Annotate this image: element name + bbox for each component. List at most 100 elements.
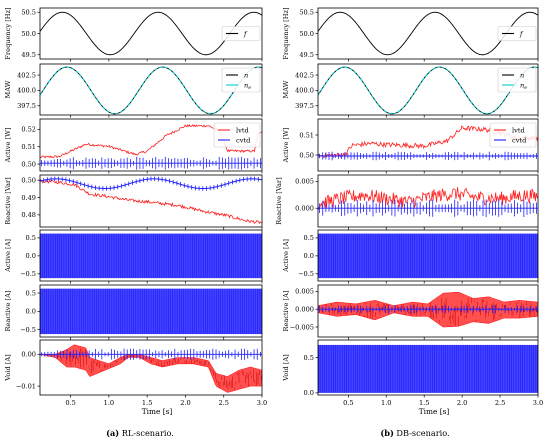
panel-a-active-w: 0.52 0.51 0.50 Active [W] lvtd cvtd bbox=[4, 118, 263, 174]
series-n_e-line bbox=[318, 66, 538, 115]
y-tick-label: 397.5 bbox=[17, 102, 36, 110]
y-tick-label: 0.0 bbox=[304, 389, 315, 397]
x-tick-label: 1.0 bbox=[381, 399, 392, 407]
caption-right-text: DB-scenario. bbox=[394, 428, 450, 438]
x-tick-label: 3.0 bbox=[533, 399, 544, 407]
x-tick-label: 2.5 bbox=[218, 399, 229, 407]
y-tick-label: 0.005 bbox=[295, 178, 314, 186]
panel-b-active-w: 0.51 0.50 Active [W] lvtd cvtd bbox=[282, 118, 539, 174]
legend-label-lvtd: lvtd bbox=[512, 126, 525, 134]
x-tick-label: 2.5 bbox=[495, 399, 506, 407]
y-axis-label: MAW bbox=[4, 80, 12, 98]
axes-frame bbox=[317, 284, 539, 338]
y-axis-label: Reactive [Var] bbox=[4, 177, 12, 224]
y-tick-label: 397.5 bbox=[295, 102, 314, 110]
panel-a-maw: 402.5 400.0 397.5 MAW n ne bbox=[4, 63, 263, 118]
x-tick-label: 1.5 bbox=[142, 399, 153, 407]
y-tick-label: 0.00 bbox=[21, 351, 36, 359]
legend-box bbox=[489, 122, 537, 148]
x-tick-label: 1.0 bbox=[104, 399, 115, 407]
plots-layer: 50.5 50.0 49.5 Frequency [Hz] f 402.5 400.0 397… bbox=[4, 7, 543, 416]
y-axis-label: Reactive [A] bbox=[4, 291, 12, 332]
y-tick-label: −0.5 bbox=[20, 270, 36, 278]
y-tick-label: 0.5 bbox=[304, 234, 315, 242]
caption-right: (b) DB-scenario. bbox=[380, 428, 449, 438]
y-tick-label: −0.005 bbox=[290, 323, 314, 331]
y-tick-label: 0.0 bbox=[26, 308, 37, 316]
y-tick-label: −0.5 bbox=[298, 270, 314, 278]
legend-label-cvtd: cvtd bbox=[512, 136, 527, 144]
y-axis-label: Void [A] bbox=[282, 354, 290, 381]
y-tick-label: 0.50 bbox=[21, 177, 36, 185]
caption-left-label: (a) bbox=[106, 428, 119, 438]
panel-a-frequency: 50.5 50.0 49.5 Frequency [Hz] f bbox=[4, 7, 263, 62]
y-axis-label: Reactive [A] bbox=[282, 291, 290, 332]
x-tick-label: 0.5 bbox=[343, 399, 354, 407]
y-tick-label: 0.51 bbox=[299, 131, 314, 139]
axes-frame bbox=[317, 63, 539, 116]
y-tick-label: 0.49 bbox=[21, 194, 36, 202]
panel-b-reactive-var: 0.005 0.000 Reactive [Var] bbox=[275, 174, 539, 230]
y-tick-label: 0.0 bbox=[26, 252, 37, 260]
panel-b-active-a: 0.5 0.0 −0.5 Active [A] bbox=[282, 229, 539, 284]
plot-area-b-void-a bbox=[318, 344, 538, 393]
y-tick-label: 0.0 bbox=[304, 252, 315, 260]
legend-label-n: n bbox=[244, 71, 248, 79]
y-axis-label: Reactive [Var] bbox=[275, 177, 283, 224]
legend-box bbox=[497, 67, 537, 93]
axes-frame bbox=[39, 63, 263, 116]
y-tick-label: 400.0 bbox=[295, 87, 314, 95]
panel-a-reactive-a: 0.5 0.0 −0.5 Reactive [A] bbox=[4, 284, 263, 340]
x-tick-label: 0.5 bbox=[65, 399, 76, 407]
y-tick-label: 50.0 bbox=[21, 30, 36, 38]
y-tick-label: −0.5 bbox=[20, 326, 36, 334]
legend-label-lvtd: lvtd bbox=[236, 126, 249, 134]
axes-frame bbox=[39, 339, 263, 396]
legend: lvtd cvtd bbox=[213, 122, 261, 148]
y-tick-label: 402.5 bbox=[295, 71, 314, 79]
y-tick-label: 0.50 bbox=[299, 151, 314, 159]
plot-area-b-reactive-a bbox=[318, 291, 538, 328]
plot-area-a-maw bbox=[40, 66, 262, 115]
caption-left: (a) RL-scenario. bbox=[106, 428, 174, 438]
legend-box bbox=[221, 26, 261, 41]
axes-frame bbox=[317, 229, 539, 282]
x-axis-label: Time [s] bbox=[142, 407, 173, 416]
y-tick-label: 0.5 bbox=[304, 354, 315, 362]
y-tick-label: 402.5 bbox=[17, 71, 36, 79]
x-tick-label: 3.0 bbox=[257, 399, 268, 407]
legend-label-f: f bbox=[519, 30, 524, 38]
panel-b-maw: 402.5 400.0 397.5 MAW n ne bbox=[282, 63, 539, 118]
plot-area-a-reactive-var bbox=[40, 176, 262, 225]
y-tick-label: 0.50 bbox=[21, 160, 36, 168]
plot-area-b-reactive-var bbox=[318, 186, 538, 218]
legend-label-cvtd: cvtd bbox=[236, 136, 251, 144]
panel-a-void-a: 0.00 −0.01 0.5 1.0 1.5 2.0 2.5 3.0 Time [s] Void … bbox=[4, 339, 268, 416]
plot-area-b-active-a bbox=[318, 233, 538, 279]
legend: n ne bbox=[497, 67, 537, 93]
y-axis-label: Active [A] bbox=[4, 239, 12, 273]
y-tick-label: 0.48 bbox=[21, 211, 36, 219]
axes-frame bbox=[39, 229, 263, 282]
y-tick-label: 0.000 bbox=[295, 205, 314, 213]
legend-box bbox=[221, 67, 261, 93]
panel-b-void-a: 0.5 0.0 0.5 1.0 1.5 2.0 2.5 3.0 Time [s] Void [A] bbox=[282, 339, 544, 416]
caption-right-label: (b) bbox=[380, 428, 394, 438]
legend-box bbox=[497, 26, 537, 41]
y-tick-label: 0.5 bbox=[26, 289, 37, 297]
series-lvtd-line bbox=[318, 186, 538, 211]
plot-area-a-active-a bbox=[40, 233, 262, 279]
y-axis-label: Active [W] bbox=[282, 128, 290, 164]
y-tick-label: 50.5 bbox=[21, 9, 36, 17]
x-tick-label: 2.0 bbox=[180, 399, 191, 407]
series-lvtd-envelope bbox=[40, 344, 262, 393]
plot-area-a-reactive-a bbox=[40, 288, 262, 335]
y-tick-label: 49.5 bbox=[21, 51, 36, 59]
y-tick-label: 50.5 bbox=[299, 9, 314, 17]
y-tick-label: 0.5 bbox=[26, 234, 37, 242]
y-axis-label: Frequency [Hz] bbox=[282, 7, 290, 59]
legend: f bbox=[497, 26, 537, 41]
plot-area-a-active-w bbox=[40, 123, 262, 170]
